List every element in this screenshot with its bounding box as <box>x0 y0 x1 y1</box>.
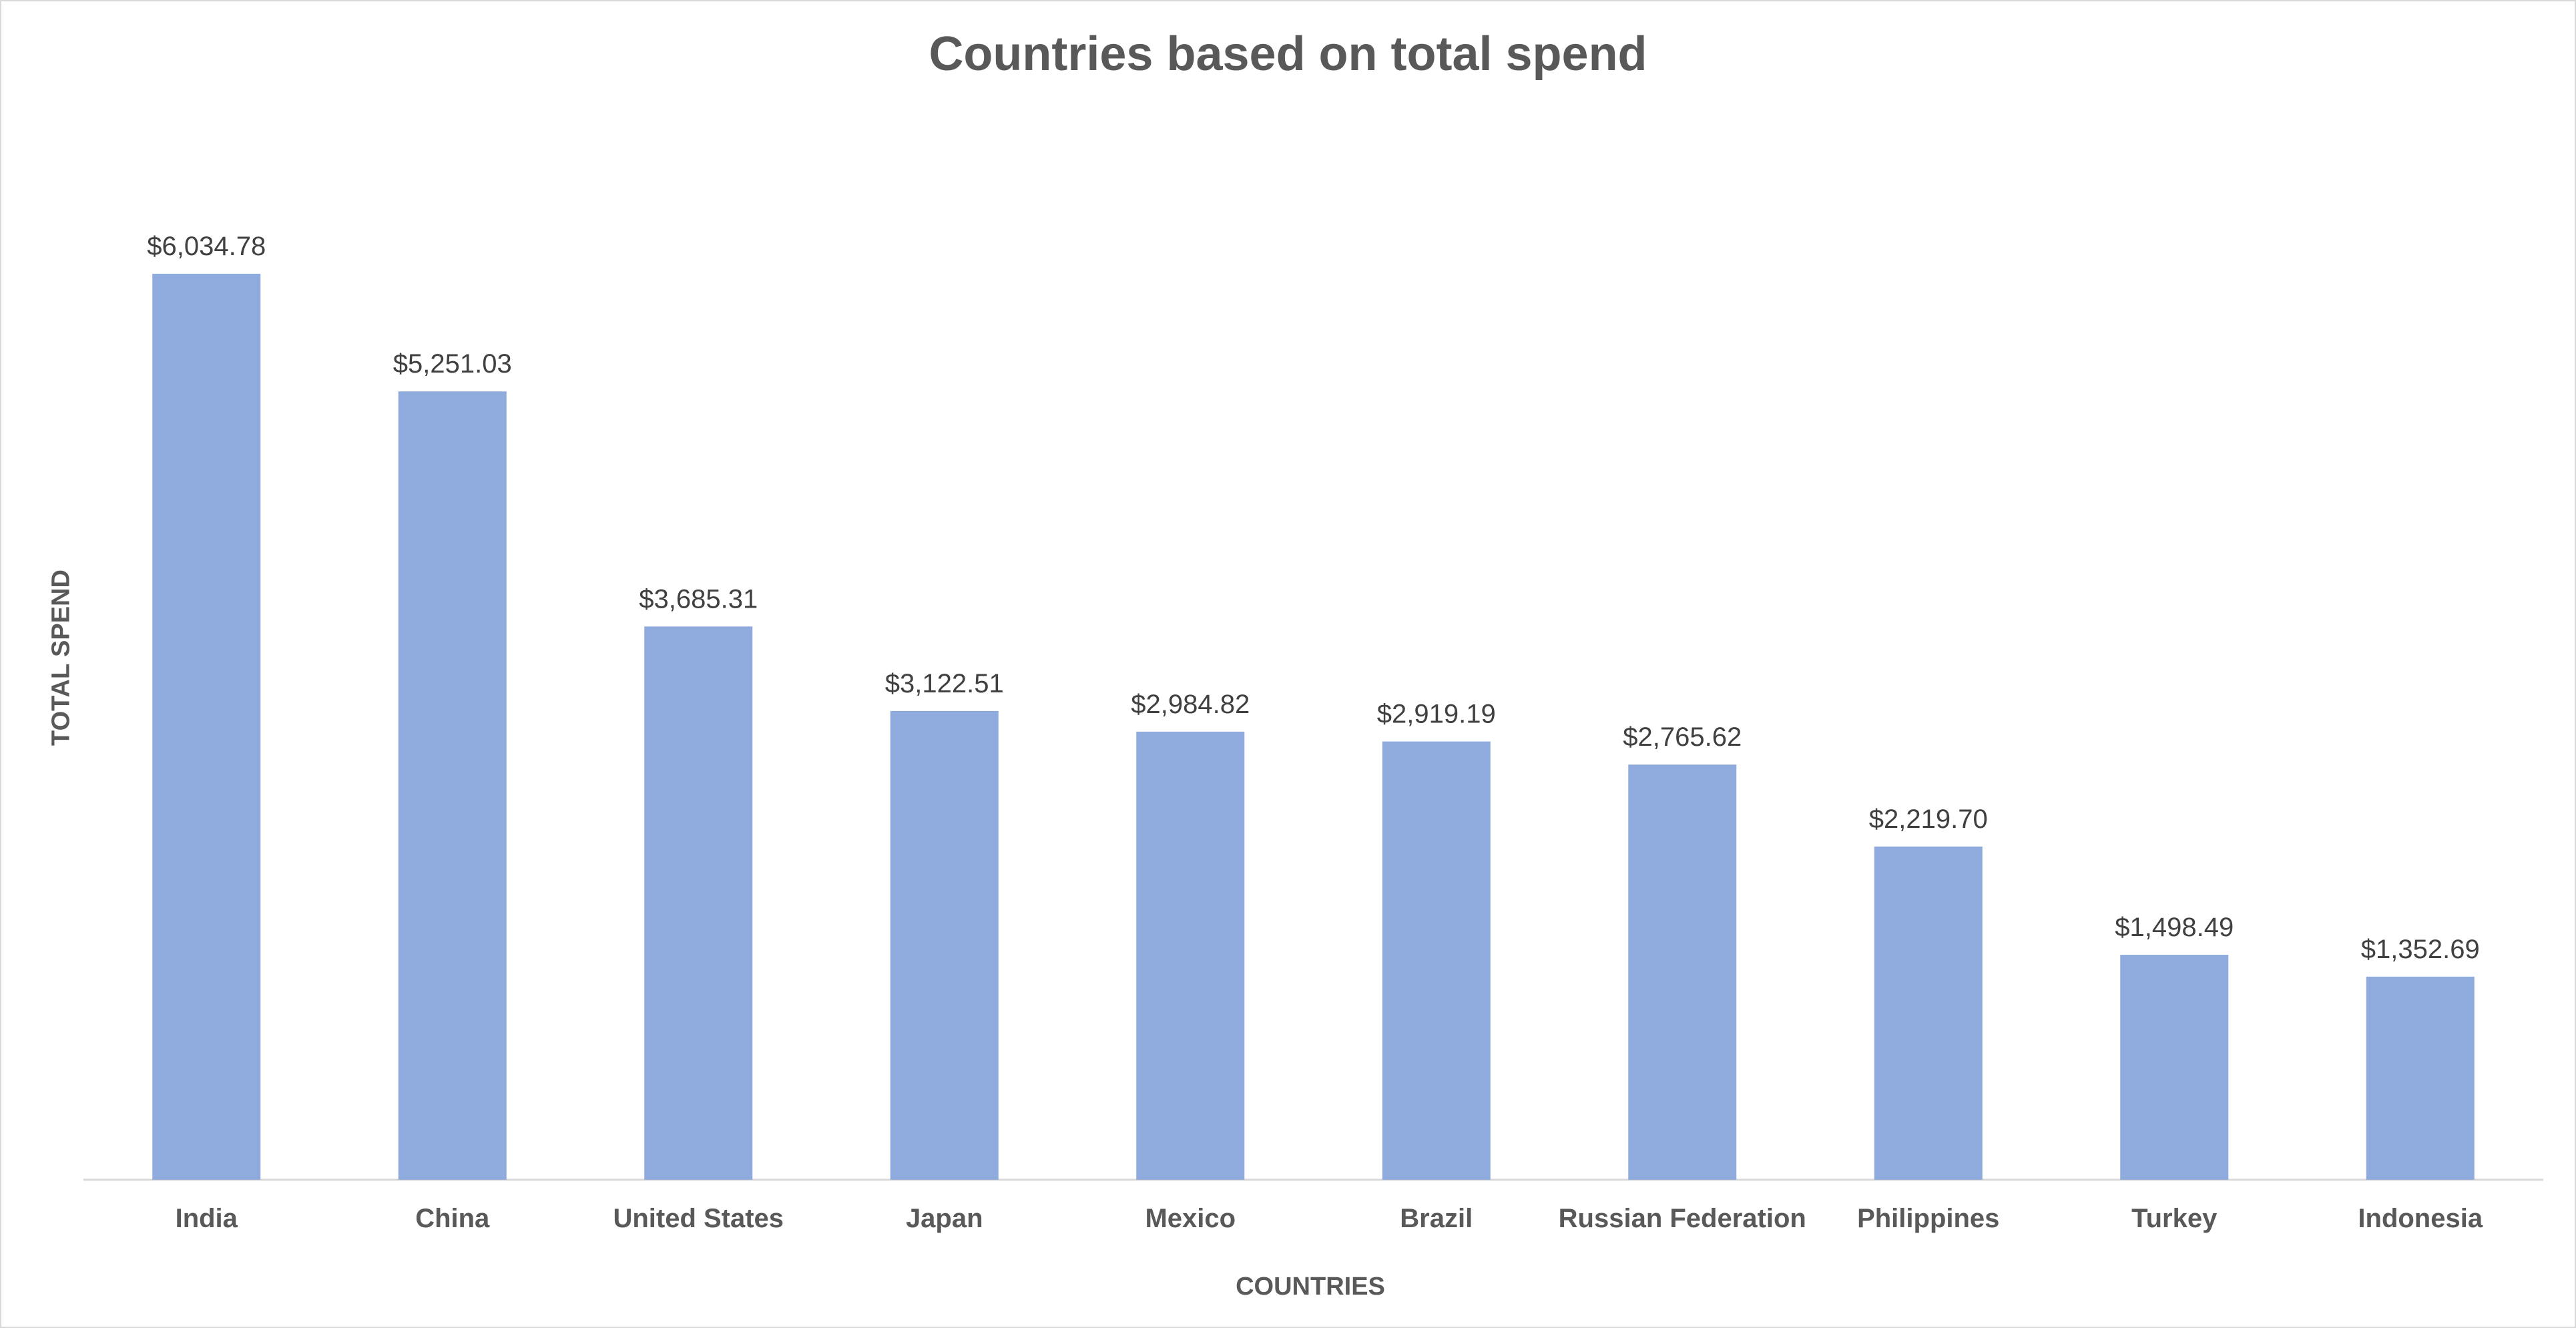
x-tick-label: Japan <box>906 1204 983 1233</box>
data-label: $2,219.70 <box>1869 805 1988 834</box>
x-tick-label: Brazil <box>1400 1204 1473 1233</box>
bar-turkey <box>2120 955 2229 1180</box>
data-label: $5,251.03 <box>393 349 512 379</box>
bar-china <box>398 391 507 1180</box>
x-tick-label: Russian Federation <box>1559 1204 1806 1233</box>
x-tick-label: Mexico <box>1145 1204 1236 1233</box>
data-label: $3,122.51 <box>885 669 1004 698</box>
x-tick-label: Turkey <box>2131 1204 2218 1233</box>
data-label: $1,498.49 <box>2115 913 2234 942</box>
bar-russian-federation <box>1628 764 1737 1180</box>
y-axis-title: TOTAL SPEND <box>47 570 75 746</box>
bar-philippines <box>1874 846 1983 1180</box>
data-label: $2,919.19 <box>1377 700 1496 729</box>
x-tick-label: India <box>176 1204 238 1233</box>
x-tick-label: Philippines <box>1857 1204 1999 1233</box>
bar-united-states <box>644 626 753 1180</box>
data-label: $3,685.31 <box>639 584 758 614</box>
bar-mexico <box>1136 731 1245 1180</box>
bar-brazil <box>1382 741 1491 1180</box>
data-label: $1,352.69 <box>2361 935 2480 964</box>
bar-japan <box>890 710 999 1180</box>
x-tick-label: China <box>415 1204 490 1233</box>
data-label: $2,765.62 <box>1623 722 1742 752</box>
bar-india <box>152 274 261 1180</box>
data-label: $2,984.82 <box>1131 690 1250 719</box>
chart-title: Countries based on total spend <box>929 27 1647 81</box>
data-label: $6,034.78 <box>147 232 266 261</box>
bar-indonesia <box>2366 976 2475 1180</box>
x-tick-label: Indonesia <box>2358 1204 2483 1233</box>
x-tick-label: United States <box>613 1204 784 1233</box>
x-axis-title: COUNTRIES <box>1236 1273 1385 1301</box>
